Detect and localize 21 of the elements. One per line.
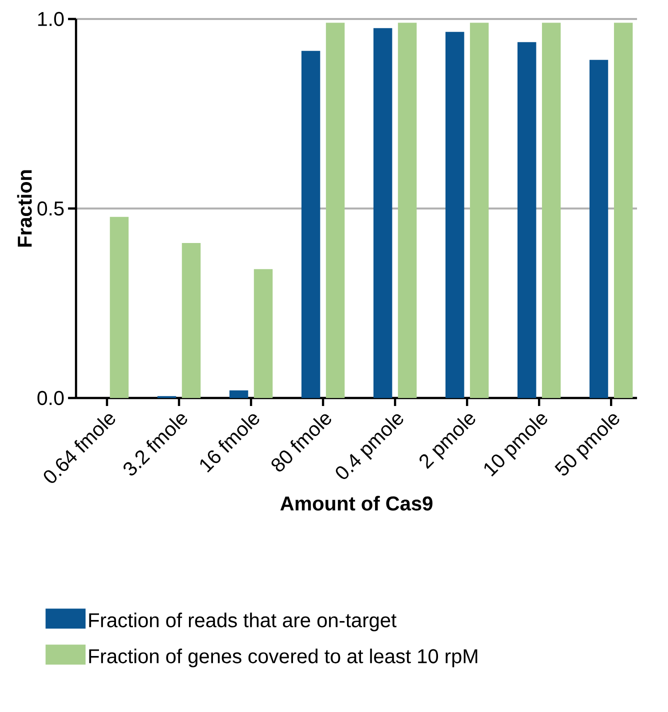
- legend-label: Fraction of reads that are on-target: [89, 612, 396, 632]
- y-axis-title: Fraction: [17, 170, 32, 247]
- bar: [470, 22, 489, 398]
- bar: [398, 22, 417, 398]
- y-tick-label: 0.0: [37, 390, 64, 406]
- legend-label: Fraction of genes covered to at least 10 rpM: [89, 648, 478, 668]
- bar: [542, 22, 561, 398]
- bar: [590, 60, 608, 398]
- y-tick-label: 0.5: [37, 201, 64, 216]
- bar: [110, 216, 129, 398]
- bar: [614, 22, 633, 398]
- bar: [301, 50, 320, 398]
- bar: [517, 42, 536, 398]
- x-axis-title: Amount of Cas9: [280, 496, 432, 511]
- bar: [445, 32, 464, 398]
- bar: [373, 28, 392, 398]
- bar: [326, 22, 345, 398]
- bar: [182, 242, 201, 398]
- y-tick-label: 1.0: [38, 12, 64, 26]
- bar: [229, 390, 248, 398]
- bar: [254, 269, 273, 398]
